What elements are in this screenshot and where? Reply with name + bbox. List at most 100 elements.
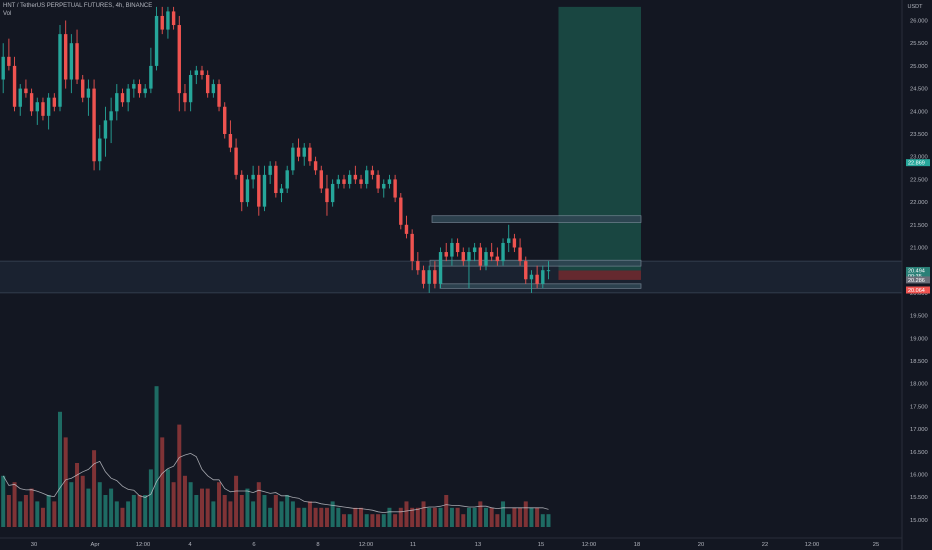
price-badge (906, 276, 930, 284)
candle-body (467, 252, 471, 262)
volume-bar (472, 507, 477, 527)
candle-body (285, 170, 289, 189)
candle-body (154, 15, 159, 66)
candle-body (58, 34, 62, 107)
volume-bar (432, 507, 437, 527)
candle-body (319, 170, 323, 189)
candle-body (205, 74, 210, 94)
candle-body (495, 256, 500, 262)
price-badge-label: 20.494 (908, 268, 925, 274)
volume-bar (546, 514, 551, 527)
candle-body (245, 179, 250, 203)
volume-bar (324, 507, 329, 527)
volume-bar (126, 501, 131, 527)
candle-body (336, 179, 341, 184)
volume-bar (205, 488, 210, 527)
price-tick-label: 19.500 (910, 314, 928, 320)
volume-bar (438, 507, 443, 527)
candle-body (484, 252, 488, 266)
volume-bar (239, 495, 244, 527)
time-tick-label: 22 (762, 542, 768, 548)
candle-body (262, 174, 267, 207)
candle-body (365, 170, 369, 184)
candle-body (86, 88, 91, 98)
volume-bar (262, 495, 267, 527)
volume-bar (319, 507, 324, 527)
volume-bar (512, 507, 517, 527)
candle-body (450, 242, 454, 257)
candle-body (382, 183, 386, 189)
price-tick-label: 18.000 (910, 382, 928, 388)
price-badge (906, 159, 930, 167)
candle-body (433, 270, 437, 284)
volume-bar (131, 495, 136, 527)
time-tick-label: 25 (873, 542, 879, 548)
volume-bar (154, 386, 159, 527)
candle-body (217, 84, 221, 107)
volume-bar (165, 469, 170, 527)
candle-body (421, 270, 426, 284)
candle-body (120, 93, 125, 103)
volume-bar (330, 501, 335, 527)
candle-body (166, 11, 170, 30)
long-position-target-zone (558, 6, 641, 271)
candle-body (194, 70, 199, 75)
volume-bar (120, 507, 125, 527)
volume-bar (370, 514, 375, 527)
time-tick-label: 30 (31, 542, 37, 548)
candle-body (188, 74, 193, 103)
candle-body (370, 170, 375, 175)
volume-bar (359, 507, 364, 527)
volume-bar (29, 488, 34, 527)
price-tick-label: 15.500 (910, 495, 928, 501)
volume-bar (540, 514, 545, 527)
candle-body (52, 97, 57, 107)
candle-body (29, 93, 34, 112)
resistance-box (431, 215, 642, 223)
volume-bar (245, 488, 250, 527)
price-tick-label: 22.500 (910, 177, 928, 183)
volume-bar (529, 507, 534, 527)
volume-bar (501, 501, 506, 527)
volume-bar (484, 507, 488, 527)
time-tick-label: 12:00 (805, 542, 820, 548)
volume-bar (103, 495, 108, 527)
price-tick-label: 20.000 (910, 291, 928, 297)
volume-bar (279, 501, 284, 527)
candle-body (177, 25, 181, 94)
volume-bar (387, 507, 392, 527)
price-tick-label: 15.000 (910, 518, 928, 524)
volume-bar (211, 501, 216, 527)
volume-bar (46, 495, 51, 527)
candle-body (1, 56, 5, 80)
support-box (439, 283, 642, 289)
candle-body (313, 161, 318, 171)
volume-bar (109, 488, 114, 527)
candle-body (291, 147, 295, 171)
volume-bar (347, 514, 352, 527)
price-tick-label: 23.500 (910, 132, 928, 138)
candle-body (302, 147, 306, 157)
volume-bar (160, 437, 165, 527)
volume-bar (313, 507, 318, 527)
volume-moving-average-line (2, 452, 549, 514)
candle-body (308, 147, 312, 162)
candle-body (296, 147, 301, 157)
volume-bar (80, 475, 85, 527)
volume-bar (234, 475, 239, 527)
volume-bar (114, 501, 119, 527)
candle-body (342, 179, 346, 184)
volume-bar (171, 482, 176, 527)
candle-body (103, 120, 108, 139)
candle-body (393, 179, 397, 198)
candle-body (200, 70, 204, 75)
price-tick-label: 17.000 (910, 427, 928, 433)
volume-bar (398, 507, 403, 527)
volume-indicator-label: Vol (3, 11, 12, 17)
time-tick-label: Apr (90, 542, 99, 548)
candle-body (416, 261, 420, 271)
volume-bar (137, 495, 142, 527)
candle-body (274, 165, 278, 194)
candle-body (535, 274, 539, 284)
